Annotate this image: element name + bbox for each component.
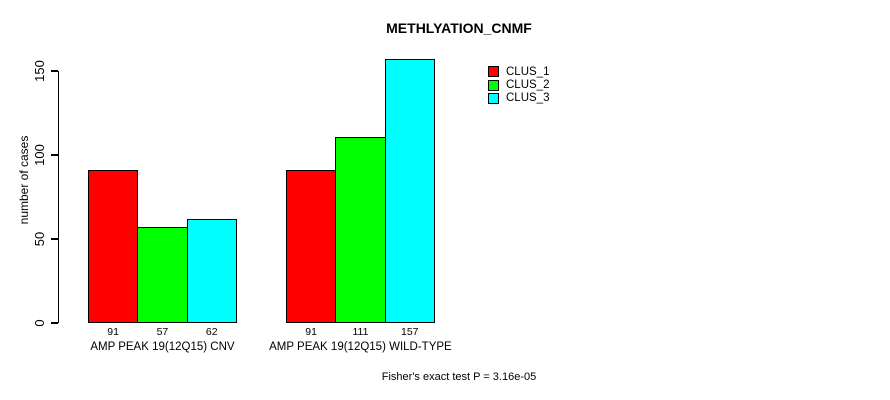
bar-clus_3-group1 (186, 218, 237, 323)
y-axis-label: number of cases (17, 135, 31, 225)
bar-clus_2-group1 (137, 227, 188, 323)
y-tick-mark (51, 238, 58, 240)
legend-swatch-clus-3-icon (488, 92, 499, 104)
y-tick-label: 100 (32, 144, 47, 166)
bar-clus_1-group2 (286, 170, 337, 323)
y-tick-label: 50 (32, 231, 47, 247)
bar-value-label: 57 (156, 326, 169, 338)
y-tick-mark (51, 154, 58, 156)
bar-clus_3-group2 (384, 59, 435, 323)
legend-swatch-clus-1-icon (488, 66, 499, 78)
x-axis-group-label: AMP PEAK 19(12Q15) CNV (90, 341, 235, 353)
legend-item-clus-1: CLUS_1 (488, 65, 549, 78)
legend-item-clus-3: CLUS_3 (488, 92, 549, 105)
y-tick-mark (51, 322, 58, 324)
bar-value-label: 111 (352, 326, 369, 338)
bar-value-label: 91 (305, 326, 317, 338)
legend-label-clus-3: CLUS_3 (506, 92, 550, 105)
y-tick-mark (51, 70, 58, 72)
bar-clus_2-group2 (335, 136, 386, 323)
bar-value-label: 62 (205, 326, 218, 338)
legend-label-clus-1: CLUS_1 (506, 65, 550, 78)
chart-title: METHLYATION_CNMF (386, 20, 532, 36)
legend-label-clus-2: CLUS_2 (506, 79, 550, 92)
footnote-pvalue: Fisher's exact test P = 3.16e-05 (381, 371, 537, 383)
bar-value-label: 91 (107, 326, 119, 338)
legend: CLUS_1 CLUS_2 CLUS_3 (488, 65, 549, 105)
y-axis-line (58, 71, 60, 323)
y-tick-label: 150 (32, 60, 47, 82)
legend-item-clus-2: CLUS_2 (488, 78, 549, 91)
x-axis-group-label: AMP PEAK 19(12Q15) WILD-TYPE (269, 341, 452, 353)
bar-clus_1-group1 (88, 170, 139, 323)
bar-value-label: 157 (400, 326, 419, 338)
legend-swatch-clus-2-icon (488, 79, 499, 91)
